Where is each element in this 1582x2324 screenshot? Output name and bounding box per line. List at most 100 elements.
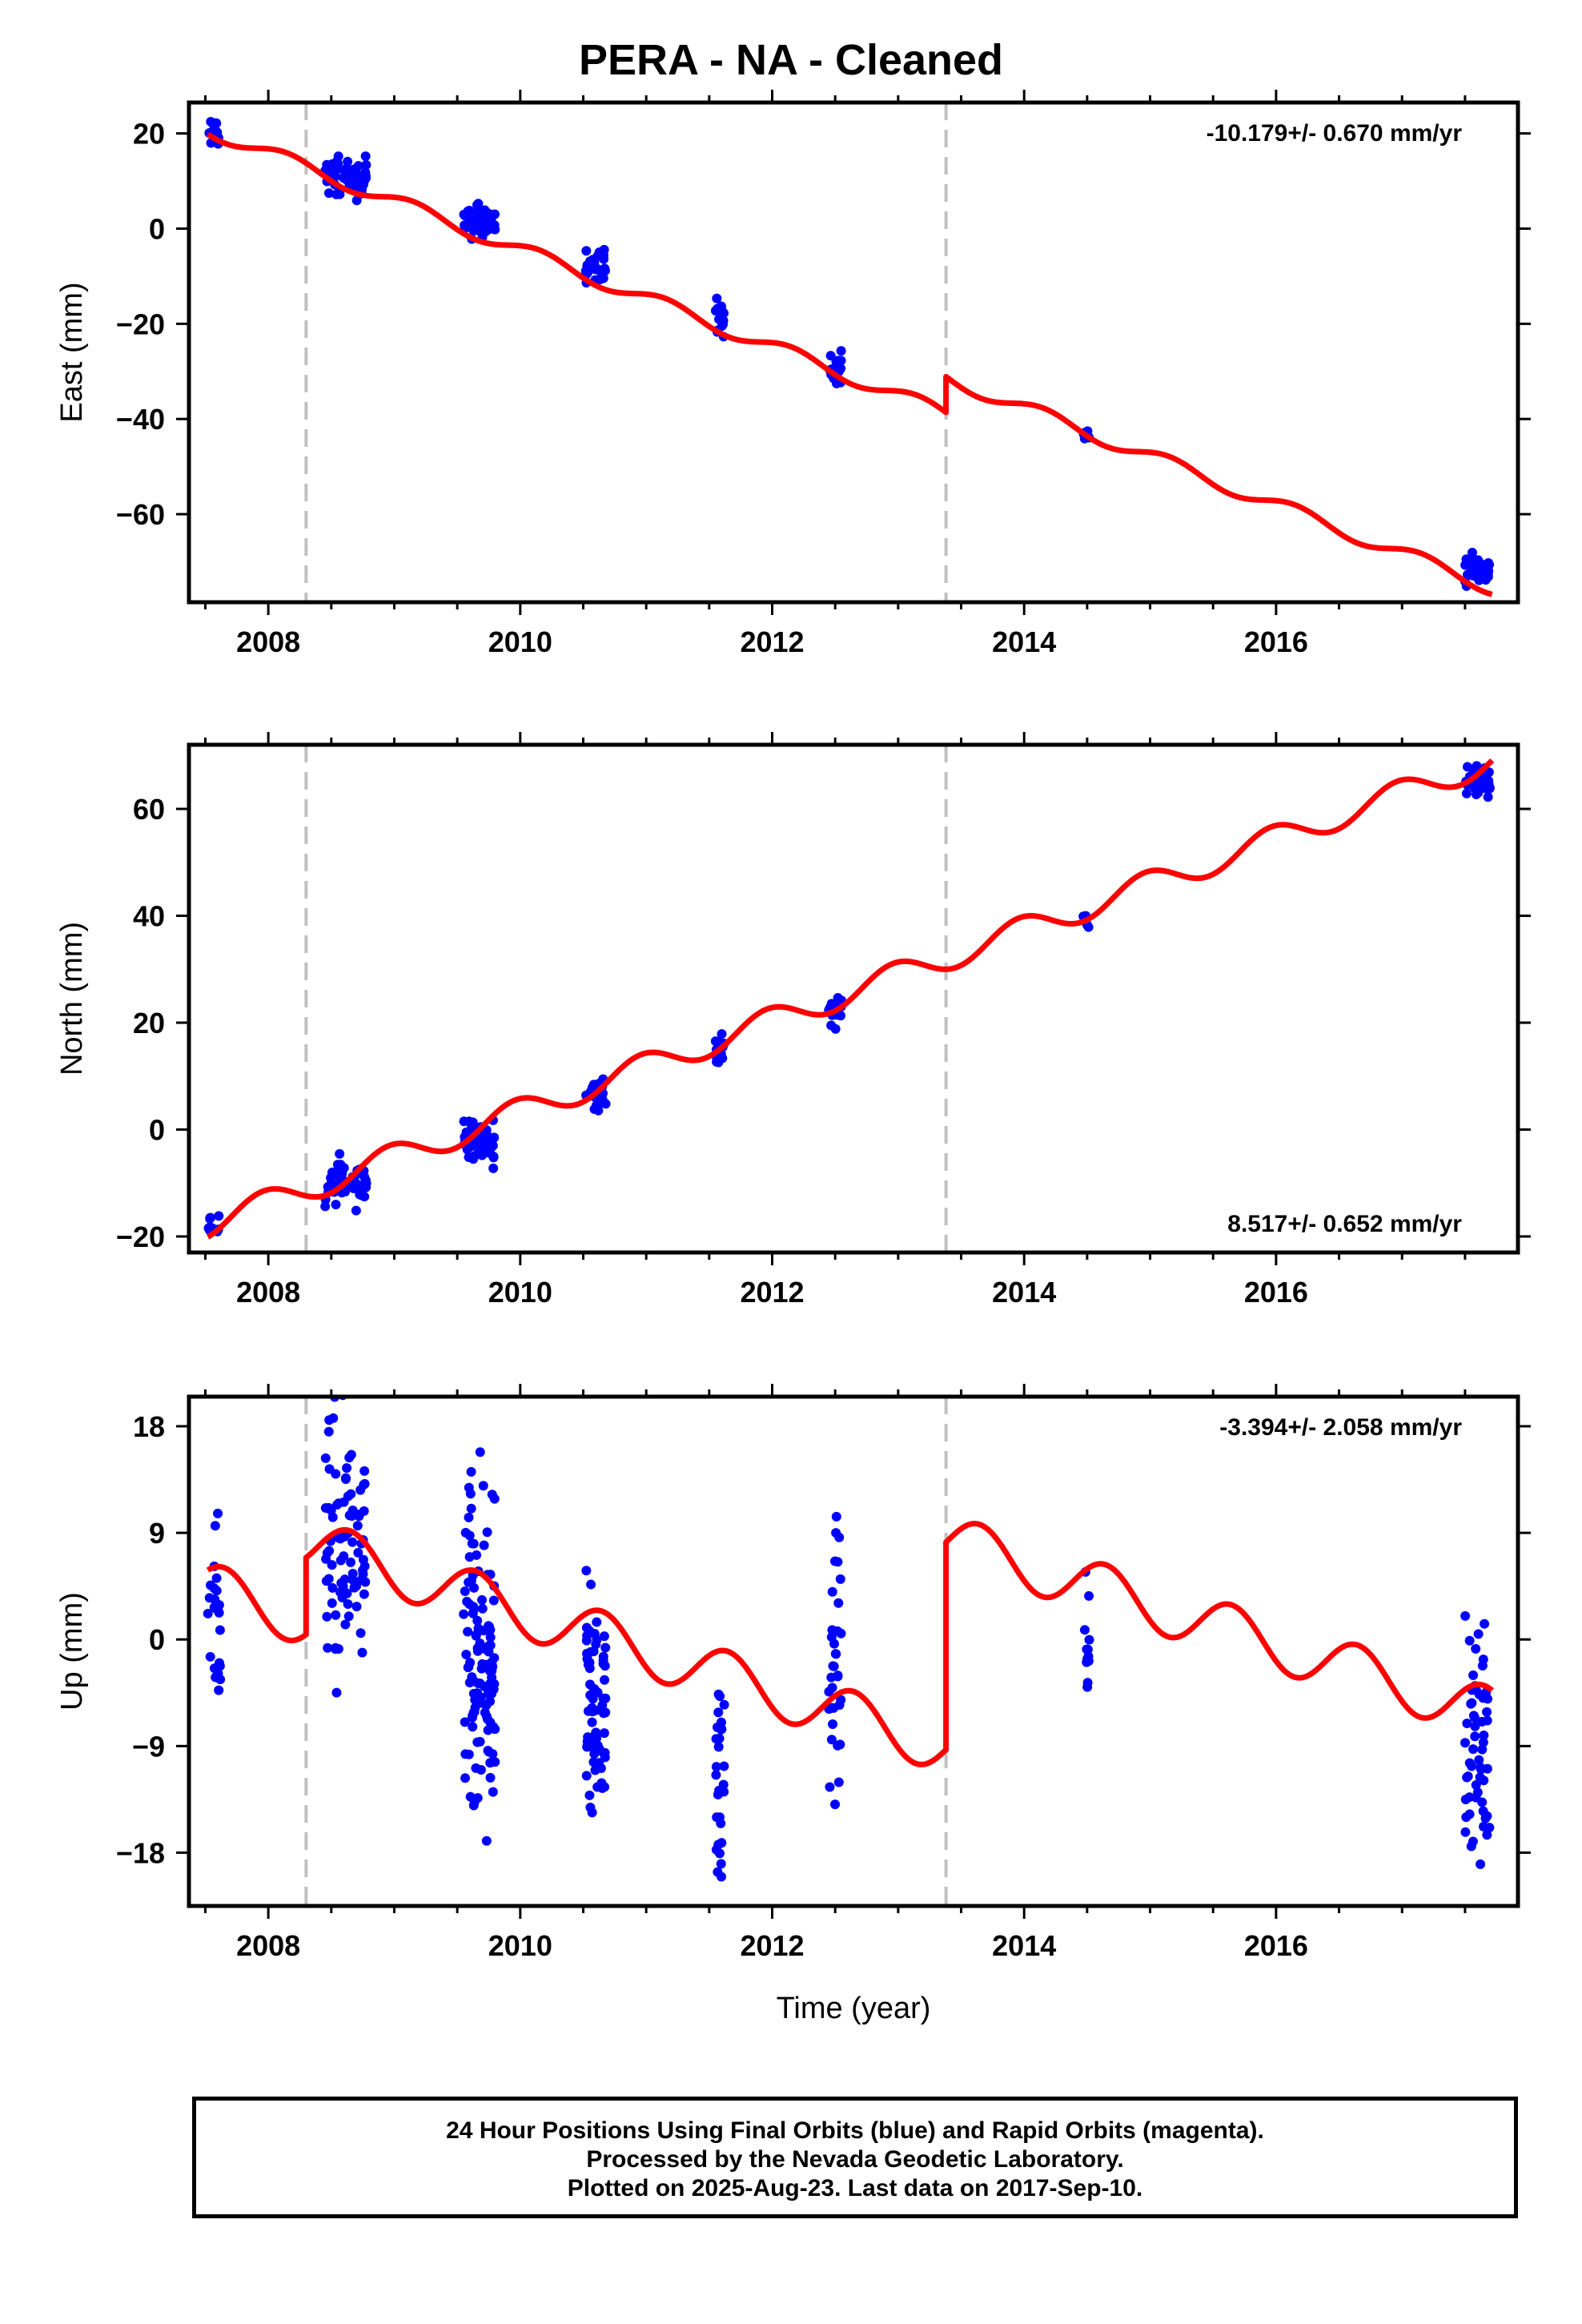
y-tick-label: −60 [116, 498, 165, 531]
data-point [713, 1839, 724, 1850]
data-point [482, 1527, 492, 1538]
data-point [210, 1521, 220, 1531]
data-point [209, 119, 219, 129]
data-point [485, 1696, 496, 1707]
footer-line-2: Processed by the Nevada Geodetic Laborat… [586, 2146, 1124, 2173]
data-point [592, 1740, 603, 1751]
data-point [713, 1707, 724, 1718]
data-point [1473, 1629, 1484, 1639]
data-point [1468, 1670, 1479, 1680]
data-point [584, 1739, 594, 1750]
data-point [334, 1171, 344, 1181]
data-point [1460, 1827, 1471, 1837]
data-point [326, 1506, 336, 1516]
y-axis-label: North (mm) [55, 922, 89, 1076]
data-point [1479, 1775, 1489, 1786]
data-point [347, 1537, 358, 1547]
data-point [581, 1771, 592, 1781]
data-point [343, 1598, 353, 1609]
data-point [469, 1151, 480, 1161]
data-point [1471, 1780, 1481, 1791]
data-point [477, 1594, 488, 1605]
footer-line-1: 24 Hour Positions Using Final Orbits (bl… [446, 2117, 1264, 2144]
data-point [835, 1739, 845, 1750]
data-point [331, 1610, 341, 1620]
plot-frame [187, 742, 1520, 1255]
data-point [600, 1707, 611, 1718]
data-point [599, 1728, 609, 1739]
data-point [600, 263, 610, 274]
data-point [592, 1617, 602, 1627]
data-point [323, 1426, 334, 1437]
y-axis-label: East (mm) [55, 282, 89, 422]
data-point [581, 1566, 592, 1576]
data-point [1470, 1731, 1480, 1742]
data-point [476, 1765, 486, 1775]
data-point [472, 1615, 483, 1626]
data-point [206, 1580, 216, 1590]
data-point [357, 1647, 367, 1658]
data-point [584, 1790, 595, 1800]
data-point [343, 1491, 353, 1502]
data-point [1478, 1737, 1488, 1747]
data-point [335, 1555, 346, 1566]
data-point [478, 1481, 488, 1491]
data-point [468, 1117, 478, 1128]
data-point [489, 219, 500, 230]
x-tick-label: 2016 [1244, 625, 1308, 658]
data-point [713, 1742, 724, 1752]
data-points-group [204, 116, 1495, 591]
data-point [711, 1734, 721, 1744]
data-point [1468, 1836, 1478, 1847]
data-point [582, 1630, 592, 1641]
x-tick-label: 2012 [740, 625, 804, 658]
data-point [481, 1835, 492, 1846]
data-point [331, 1642, 341, 1653]
data-point [583, 1659, 593, 1670]
data-point [833, 1777, 844, 1787]
data-point [331, 1200, 341, 1210]
data-point [1460, 1610, 1471, 1621]
data-point [355, 1628, 366, 1638]
data-point [339, 1574, 350, 1585]
data-point [713, 1689, 724, 1699]
data-point [214, 1211, 224, 1221]
data-point [598, 1659, 608, 1669]
data-point [477, 1603, 488, 1614]
data-point [472, 1550, 482, 1560]
data-points-group [203, 1397, 1495, 1882]
data-point [831, 1511, 841, 1522]
data-point [460, 1527, 471, 1538]
data-point [710, 305, 721, 316]
x-tick-label: 2014 [992, 1276, 1056, 1309]
data-point [835, 1011, 845, 1021]
rate-annotation: -3.394+/- 2.058 mm/yr [1219, 1414, 1462, 1441]
data-point [468, 1538, 479, 1549]
data-point [340, 1619, 351, 1630]
data-point [599, 1631, 609, 1642]
data-point [320, 1201, 331, 1212]
data-point [464, 1142, 475, 1152]
data-point [714, 1848, 725, 1859]
y-tick-label: 20 [133, 118, 165, 151]
data-point [489, 1494, 500, 1504]
data-point [833, 1598, 844, 1608]
data-point [714, 1812, 725, 1823]
data-point [485, 1772, 496, 1783]
data-point [327, 1582, 338, 1593]
data-point [1467, 548, 1477, 558]
x-tick-label: 2016 [1244, 1276, 1308, 1309]
y-tick-label: −9 [132, 1730, 165, 1763]
data-point [600, 1642, 611, 1653]
data-point [1469, 1712, 1480, 1723]
data-point [481, 1711, 492, 1722]
data-point [487, 212, 497, 223]
data-point [331, 156, 342, 167]
data-point [717, 1724, 727, 1735]
data-point [1484, 1823, 1495, 1833]
x-tick-label: 2010 [488, 1276, 552, 1309]
x-tick-label: 2014 [992, 1929, 1056, 1962]
data-point [463, 1626, 473, 1637]
data-point [597, 1700, 608, 1711]
data-point [484, 1647, 494, 1657]
